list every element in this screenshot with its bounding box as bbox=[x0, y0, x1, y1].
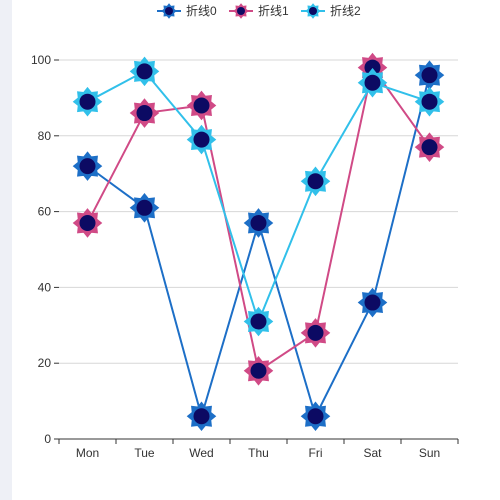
series-1-point-mon-core bbox=[79, 214, 96, 231]
series-0-point-thu-core bbox=[250, 214, 267, 231]
legend-marker-1 bbox=[233, 3, 249, 19]
x-tick-label: Mon bbox=[76, 446, 99, 460]
series-1-point-mon bbox=[72, 208, 103, 238]
y-tick-label: 60 bbox=[38, 205, 52, 219]
series-1-point-sun bbox=[414, 132, 445, 162]
x-tick-label: Wed bbox=[189, 446, 213, 460]
series-1-point-sun-core bbox=[421, 139, 438, 156]
y-tick-label: 20 bbox=[38, 356, 52, 370]
series-2-point-sat-core bbox=[364, 74, 381, 91]
series-2-point-wed-core bbox=[193, 131, 210, 148]
series-2-point-sat bbox=[357, 67, 388, 98]
axes: 0 20 40 60 80 100 Mon Tue Wed Thu Fri Sat Sun bbox=[31, 53, 459, 460]
y-tick-label: 40 bbox=[38, 280, 52, 294]
legend-marker-2-core bbox=[309, 7, 317, 15]
series-1-point-tue bbox=[129, 98, 160, 128]
series-0-point-thu bbox=[243, 208, 274, 238]
series-1-point-fri-core bbox=[307, 324, 324, 341]
legend-marker-1-core bbox=[237, 7, 245, 15]
series-2-point-mon-core bbox=[79, 93, 96, 110]
series-2-point-sun bbox=[414, 86, 445, 117]
series-0-point-wed-core bbox=[193, 408, 210, 425]
legend-item-1: 折线1 bbox=[229, 3, 289, 19]
series-2-point-mon bbox=[72, 86, 103, 117]
series-0-point-tue-core bbox=[136, 199, 153, 216]
legend-label-1: 折线1 bbox=[258, 3, 289, 18]
series-1-point-wed bbox=[186, 90, 217, 121]
y-tick-label: 100 bbox=[31, 53, 51, 67]
x-tick-label: Fri bbox=[309, 446, 323, 460]
legend-item-2: 折线2 bbox=[301, 3, 361, 19]
x-tick-label: Tue bbox=[134, 446, 155, 460]
series-0-point-sat-core bbox=[364, 294, 381, 311]
series-2-point-tue-core bbox=[136, 63, 153, 80]
series-1-point-thu-core bbox=[250, 362, 267, 379]
series-2-point-thu bbox=[243, 306, 274, 337]
x-tick-label: Sun bbox=[419, 446, 440, 460]
legend: 折线0 折线1 折线2 bbox=[157, 3, 361, 19]
series-1-point-thu bbox=[243, 355, 274, 386]
legend-marker-2 bbox=[305, 3, 321, 19]
series-0-point-sun-core bbox=[421, 67, 438, 84]
y-tick-label: 80 bbox=[38, 129, 52, 143]
series-1-point-sat-core bbox=[364, 59, 381, 76]
series-0-point-sun bbox=[414, 60, 445, 90]
x-tick-label: Sat bbox=[363, 446, 382, 460]
y-tick-label: 0 bbox=[44, 432, 51, 446]
series-0-point-mon bbox=[72, 151, 103, 181]
legend-marker-0-core bbox=[165, 7, 173, 15]
x-tick-label: Thu bbox=[248, 446, 269, 460]
series-2-point-thu-core bbox=[250, 313, 267, 330]
series-markers bbox=[72, 52, 445, 432]
series-0-point-sat bbox=[357, 287, 388, 318]
series-0-point-fri-core bbox=[307, 408, 324, 425]
series-1-point-tue-core bbox=[136, 105, 153, 122]
legend-marker-0 bbox=[161, 3, 177, 19]
series-2-point-fri-core bbox=[307, 173, 324, 190]
chart-container: 折线0 折线1 折线2 0 20 40 60 80 100 Mon Tue Wed Thu Fri Sat… bbox=[12, 0, 500, 500]
line-chart-svg: 折线0 折线1 折线2 0 20 40 60 80 100 Mon Tue Wed Thu Fri Sat… bbox=[31, 3, 459, 460]
series-1-point-fri bbox=[300, 318, 331, 348]
series-2-point-tue bbox=[129, 56, 160, 87]
series-2-point-fri bbox=[300, 166, 331, 197]
series-2-point-sun-core bbox=[421, 93, 438, 110]
series-0-point-mon-core bbox=[79, 158, 96, 175]
legend-label-2: 折线2 bbox=[330, 3, 361, 18]
series-0-point-tue bbox=[129, 193, 160, 223]
left-border-strip bbox=[0, 0, 12, 500]
legend-item-0: 折线0 bbox=[157, 3, 217, 19]
series-0-point-wed bbox=[186, 401, 217, 432]
series-0-point-fri bbox=[300, 401, 331, 432]
series-1-point-wed-core bbox=[193, 97, 210, 114]
legend-label-0: 折线0 bbox=[186, 3, 217, 18]
series-2-point-wed bbox=[186, 124, 217, 155]
